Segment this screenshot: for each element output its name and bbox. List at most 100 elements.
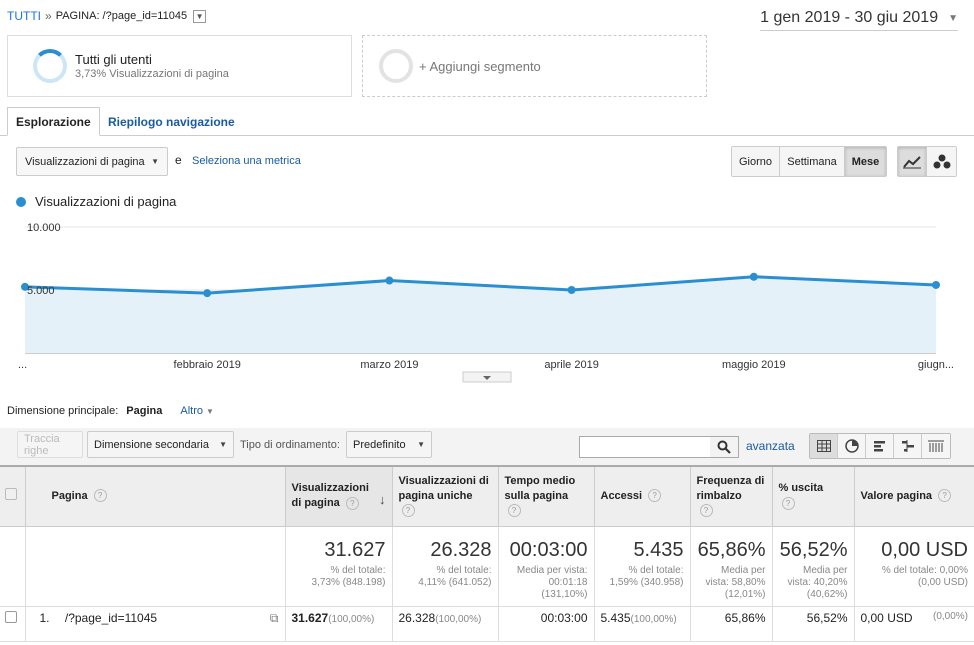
chart-point-6[interactable] xyxy=(932,280,940,289)
header-unique-pageviews[interactable]: Visualizzazioni di pagina uniche? xyxy=(391,465,498,527)
metric-and-label: e xyxy=(175,153,182,167)
chart-point-2[interactable] xyxy=(203,289,212,298)
caret-down-icon: ▼ xyxy=(219,440,227,449)
tab-navigation-summary[interactable]: Riepilogo navigazione xyxy=(108,114,235,129)
chart-collapse-handle[interactable] xyxy=(462,371,512,383)
chart-point-3[interactable] xyxy=(385,276,394,285)
chart-point-4[interactable] xyxy=(567,286,576,294)
legend-dot xyxy=(16,196,26,207)
metric-dropdown[interactable]: Visualizzazioni di pagina ▼ xyxy=(16,147,168,176)
breadcrumb-path: PAGINA: /?page_id=11045 xyxy=(55,10,188,22)
y-tick-label: 5.000 xyxy=(27,285,55,297)
sort-desc-icon: ↓ xyxy=(379,492,386,508)
week-button[interactable]: Settimana xyxy=(780,147,845,176)
y-tick-label: 10.000 xyxy=(27,222,61,234)
dimension-other-dropdown[interactable]: Altro ▼ xyxy=(180,405,214,417)
select-all-checkbox[interactable] xyxy=(5,487,17,500)
chart-legend: Visualizzazioni di pagina xyxy=(16,194,176,209)
track-rows-button[interactable]: Traccia righe xyxy=(17,431,83,458)
help-icon[interactable]: ? xyxy=(699,504,713,518)
total-exit-rate: 56,52% Media per vista: 40,20% (40,62%) xyxy=(771,526,854,607)
chart-series-line xyxy=(24,275,937,295)
open-external-icon[interactable]: ⧉ xyxy=(269,610,279,625)
table-view-group xyxy=(809,433,951,459)
breadcrumb-root-link[interactable]: TUTTI xyxy=(7,9,41,23)
select-metric-link[interactable]: Seleziona una metrica xyxy=(192,155,301,167)
header-pageviews[interactable]: ↓ Visualizzazioni di pagina ? xyxy=(284,465,392,527)
row-index: 1. xyxy=(39,610,50,625)
x-tick-label: marzo 2019 xyxy=(360,359,418,371)
advanced-filter-link[interactable]: avanzata xyxy=(746,439,795,453)
motion-chart-icon[interactable] xyxy=(927,147,956,176)
chart-point-5[interactable] xyxy=(749,272,758,281)
add-segment-button[interactable]: + Aggiungi segmento xyxy=(362,35,707,97)
row-pageviews: 31.627(100,00%) xyxy=(284,606,392,642)
totals-row: 31.627% del totale: 3,73% (848.198) 26.32… xyxy=(0,526,974,607)
row-checkbox[interactable] xyxy=(5,610,17,623)
tab-explorer[interactable]: Esplorazione xyxy=(7,107,100,136)
sort-type-label: Tipo di ordinamento: xyxy=(240,439,340,451)
table-search-input[interactable] xyxy=(579,436,711,458)
row-exit-rate: 56,52% xyxy=(771,606,854,642)
header-entrances[interactable]: Accessi ? xyxy=(593,465,690,527)
day-button[interactable]: Giorno xyxy=(732,147,780,176)
date-range-label: 1 gen 2019 - 30 giu 2019 xyxy=(760,9,939,26)
header-exit-rate[interactable]: % uscita? xyxy=(771,465,854,527)
row-page-value: 0,00 USD (0,00%) xyxy=(853,606,974,642)
date-range-picker[interactable]: 1 gen 2019 - 30 giu 2019 ▼ xyxy=(760,9,958,31)
pivot-view-icon[interactable] xyxy=(922,434,950,458)
caret-down-icon: ▼ xyxy=(151,157,159,166)
row-avg-time: 00:03:00 xyxy=(497,606,594,642)
sort-type-dropdown[interactable]: Predefinito ▼ xyxy=(346,431,432,458)
help-icon[interactable]: ? xyxy=(781,496,795,510)
total-avg-time: 00:03:00 Media per vista: 00:01:18 (131,10%… xyxy=(497,526,594,607)
row-page-link[interactable]: /?page_id=11045 xyxy=(64,610,158,625)
total-unique-pageviews: 26.328% del totale: 4,11% (641.052) xyxy=(391,526,498,607)
comparison-view-icon[interactable] xyxy=(894,434,922,458)
help-icon[interactable]: ? xyxy=(401,504,415,518)
help-icon[interactable]: ? xyxy=(938,489,952,503)
total-pageviews: 31.627% del totale: 3,73% (848.198) xyxy=(284,526,392,607)
breadcrumb-dropdown-icon[interactable]: ▼ xyxy=(193,9,207,23)
empty-segment-ring-icon xyxy=(379,49,413,83)
segment-subtitle: 3,73% Visualizzazioni di pagina xyxy=(75,68,229,80)
segment-all-users[interactable]: Tutti gli utenti 3,73% Visualizzazioni d… xyxy=(7,35,352,97)
header-avg-time[interactable]: Tempo medio sulla pagina? xyxy=(497,465,594,527)
segment-title: Tutti gli utenti xyxy=(75,52,152,67)
total-bounce-rate: 65,86% Media per vista: 58,80% (12,01%) xyxy=(689,526,772,607)
month-button[interactable]: Mese xyxy=(845,147,886,176)
help-icon[interactable]: ? xyxy=(648,489,662,503)
search-button[interactable] xyxy=(710,436,739,458)
search-icon xyxy=(717,440,731,454)
chart-point-1[interactable] xyxy=(21,282,29,291)
performance-view-icon[interactable] xyxy=(866,434,894,458)
row-unique-pageviews: 26.328(100,00%) xyxy=(391,606,498,642)
report-tabs: Esplorazione Riepilogo navigazione xyxy=(0,107,974,136)
x-tick-label: maggio 2019 xyxy=(722,359,786,371)
x-tick-label: giugn... xyxy=(918,359,954,371)
chevron-down-icon: ▼ xyxy=(948,12,958,24)
line-chart-icon[interactable] xyxy=(898,147,927,176)
table-row: 1. /?page_id=11045 ⧉ 31.627(100,00%) 26.… xyxy=(0,606,974,642)
table-view-icon[interactable] xyxy=(810,434,838,458)
pageviews-chart: 10.000 5.000 ... febbraio 2019 marzo 2019 ap… xyxy=(18,222,954,383)
select-all-cell xyxy=(0,465,25,527)
table-toolbar: Traccia righe Dimensione secondaria ▼ Tip… xyxy=(0,428,974,465)
x-tick-label: febbraio 2019 xyxy=(174,359,241,371)
help-icon[interactable]: ? xyxy=(507,504,521,518)
secondary-dimension-dropdown[interactable]: Dimensione secondaria ▼ xyxy=(87,431,234,458)
x-tick-label: aprile 2019 xyxy=(544,359,598,371)
header-bounce-rate[interactable]: Frequenza di rimbalzo? xyxy=(689,465,772,527)
header-page-value[interactable]: Valore pagina ? xyxy=(853,465,974,527)
total-page-value: 0,00 USD% del totale: 0,00% (0,00 USD) xyxy=(853,526,974,607)
x-tick-label: ... xyxy=(18,359,27,371)
dimension-page[interactable]: Pagina xyxy=(126,405,163,417)
header-page[interactable]: Pagina ? xyxy=(24,465,285,527)
time-granularity-group: Giorno Settimana Mese xyxy=(731,146,887,177)
metric-dropdown-label: Visualizzazioni di pagina xyxy=(25,155,145,168)
help-icon[interactable]: ? xyxy=(93,489,107,503)
help-icon[interactable]: ? xyxy=(345,496,359,510)
chart-view-group xyxy=(897,146,957,177)
pie-view-icon[interactable] xyxy=(838,434,866,458)
primary-dimension: Dimensione principale: Pagina Altro ▼ xyxy=(7,405,214,417)
